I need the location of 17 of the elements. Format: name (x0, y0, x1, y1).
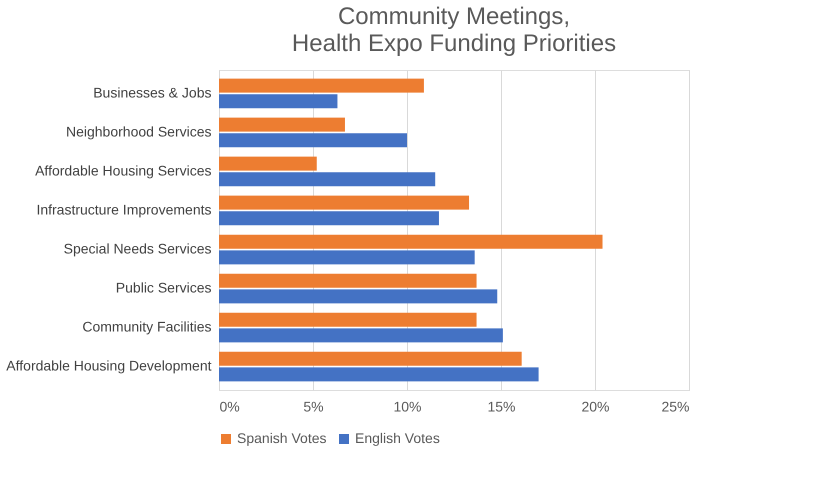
y-tick-label: Businesses & Jobs (93, 84, 212, 100)
y-tick-label: Special Needs Services (64, 240, 212, 257)
legend-label: Spanish Votes (237, 430, 327, 446)
x-tick-label: 25% (661, 398, 690, 414)
y-tick-label: Affordable Housing Services (35, 162, 212, 178)
legend-label: English Votes (355, 430, 440, 446)
y-tick-label: Public Services (116, 280, 212, 296)
x-tick-label: 15% (487, 398, 516, 414)
x-tick-label: 20% (581, 398, 610, 414)
y-tick-label: Affordable Housing Development (6, 358, 212, 374)
y-tick-label: Neighborhood Services (66, 123, 212, 140)
x-tick-label: 10% (393, 398, 422, 414)
chart-title: Community Meetings, Health Expo Funding Priorities (292, 3, 616, 57)
y-tick-label: Community Facilities (82, 318, 212, 335)
x-tick-label: 0% (220, 398, 240, 414)
x-tick-label: 5% (303, 398, 324, 414)
y-tick-label: Infrastructure Improvements (36, 201, 212, 218)
